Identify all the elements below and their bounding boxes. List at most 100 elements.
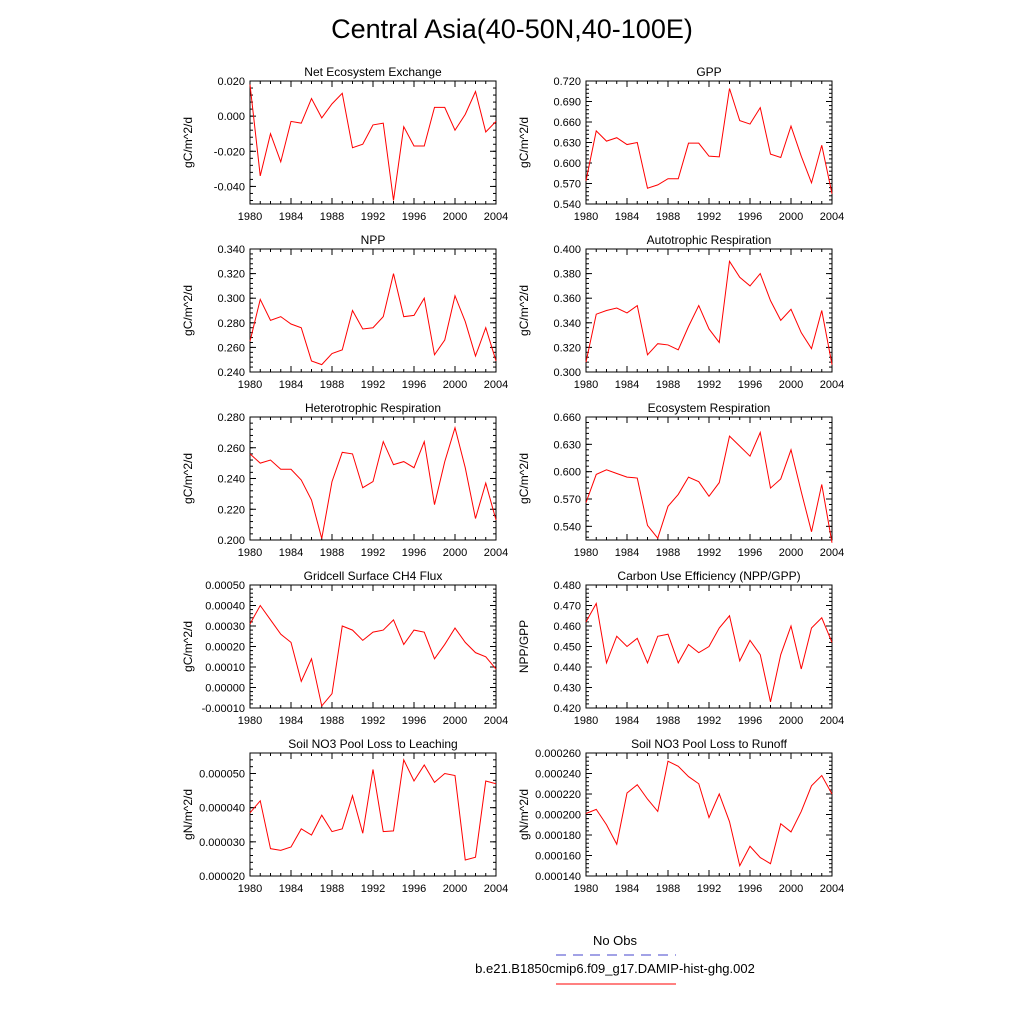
x-tick-label: 2004 <box>820 379 844 391</box>
x-tick-label: 2000 <box>443 883 467 895</box>
x-tick-label: 2004 <box>820 547 844 559</box>
y-tick-label: 0.280 <box>217 412 245 424</box>
chart-panel-7: Carbon Use Efficiency (NPP/GPP) NPP/GPP 19… <box>517 569 844 727</box>
x-tick-label: 1996 <box>402 715 426 727</box>
y-tick-label: 0.00030 <box>205 621 245 633</box>
y-tick-label: 0.660 <box>553 117 581 129</box>
plot-frame <box>249 416 497 541</box>
y-tick-label: 0.460 <box>553 621 581 633</box>
y-tick-label: 0.300 <box>553 367 581 379</box>
plot-frame <box>249 80 497 205</box>
x-tick-label: 1984 <box>615 715 639 727</box>
y-tick-label: 0.000050 <box>199 769 245 781</box>
series-line <box>585 760 833 868</box>
panel-title: Gridcell Surface CH4 Flux <box>304 569 443 583</box>
y-tick-label: 0.340 <box>217 244 245 256</box>
y-tick-label: 0.540 <box>553 521 581 533</box>
y-axis-label: gC/m^2/d <box>181 621 195 672</box>
y-tick-label: 0.690 <box>553 97 581 109</box>
panel-title: Autotrophic Respiration <box>647 233 772 247</box>
x-tick-label: 1996 <box>402 379 426 391</box>
panel-title: Soil NO3 Pool Loss to Leaching <box>288 737 457 751</box>
panel-title: NPP <box>361 233 386 247</box>
y-tick-label: 0.240 <box>217 367 245 379</box>
y-tick-label: 0.000160 <box>535 851 581 863</box>
y-tick-label: 0.000180 <box>535 830 581 842</box>
y-tick-label: 0.000200 <box>535 810 581 822</box>
x-tick-label: 1992 <box>361 379 385 391</box>
x-tick-label: 2000 <box>779 379 803 391</box>
y-axis-label: gC/m^2/d <box>181 285 195 336</box>
y-tick-label: 0.000040 <box>199 803 245 815</box>
y-tick-label: 0.00020 <box>205 642 245 654</box>
x-tick-label: 1996 <box>738 883 762 895</box>
y-tick-label: 0.440 <box>553 662 581 674</box>
x-tick-label: 1988 <box>656 211 680 223</box>
x-tick-label: 1984 <box>615 211 639 223</box>
series-line <box>249 273 497 366</box>
y-tick-label: -0.00010 <box>202 703 245 715</box>
y-tick-label: 0.200 <box>217 535 245 547</box>
x-tick-label: 1996 <box>738 379 762 391</box>
x-tick-label: 2000 <box>779 883 803 895</box>
y-tick-label: 0.00050 <box>205 580 245 592</box>
chart-panel-5: Ecosystem Respiration gC/m^2/d 1980 1984 198… <box>517 401 844 559</box>
x-tick-label: 1980 <box>238 379 262 391</box>
series-line <box>585 430 833 543</box>
plot-frame <box>249 248 497 373</box>
y-tick-label: 0.000030 <box>199 837 245 849</box>
panel-title: Carbon Use Efficiency (NPP/GPP) <box>617 569 800 583</box>
y-tick-label: 0.000240 <box>535 769 581 781</box>
x-tick-label: 1980 <box>238 715 262 727</box>
y-tick-label: 0.220 <box>217 504 245 516</box>
y-tick-label: 0.430 <box>553 683 581 695</box>
x-tick-label: 1996 <box>402 211 426 223</box>
series-line <box>585 601 833 702</box>
y-tick-label: 0.000 <box>217 111 245 123</box>
y-tick-label: 0.300 <box>217 293 245 305</box>
y-tick-label: 0.380 <box>553 269 581 281</box>
series-line <box>249 425 497 539</box>
chart-panel-8: Soil NO3 Pool Loss to Leaching gN/m^2/d 19… <box>181 737 508 895</box>
y-tick-label: 0.480 <box>553 580 581 592</box>
y-tick-label: 0.000220 <box>535 789 581 801</box>
figure-title: Central Asia(40-50N,40-100E) <box>331 14 693 44</box>
y-tick-label: 0.570 <box>553 494 581 506</box>
x-tick-label: 1980 <box>574 883 598 895</box>
y-tick-label: 0.340 <box>553 318 581 330</box>
x-tick-label: 1988 <box>656 883 680 895</box>
x-tick-label: 1992 <box>361 211 385 223</box>
y-tick-label: 0.260 <box>217 443 245 455</box>
y-tick-label: 0.600 <box>553 158 581 170</box>
y-axis-label: gN/m^2/d <box>517 789 531 840</box>
x-tick-label: 1980 <box>238 883 262 895</box>
y-tick-label: 0.540 <box>553 199 581 211</box>
chart-panel-1: GPP gC/m^2/d 1980 1984 1988 1992 1996 2000 2004 0… <box>517 65 844 223</box>
y-tick-label: 0.280 <box>217 318 245 330</box>
y-axis-label: gC/m^2/d <box>517 285 531 336</box>
x-tick-label: 2000 <box>779 211 803 223</box>
y-tick-label: 0.420 <box>553 703 581 715</box>
y-axis-label: gC/m^2/d <box>517 453 531 504</box>
y-axis-label: gC/m^2/d <box>181 117 195 168</box>
x-tick-label: 1984 <box>615 547 639 559</box>
plot-frame <box>249 584 497 709</box>
x-tick-label: 2004 <box>820 883 844 895</box>
x-tick-label: 1996 <box>738 547 762 559</box>
series-line <box>249 84 497 201</box>
panel-title: Soil NO3 Pool Loss to Runoff <box>631 737 788 751</box>
x-tick-label: 1992 <box>361 883 385 895</box>
x-tick-label: 1996 <box>402 883 426 895</box>
x-tick-label: 1984 <box>279 379 303 391</box>
series-line <box>249 604 497 708</box>
y-tick-label: 0.630 <box>553 439 581 451</box>
x-tick-label: 1988 <box>656 715 680 727</box>
x-tick-label: 1988 <box>320 883 344 895</box>
y-tick-label: 0.570 <box>553 179 581 191</box>
x-tick-label: 1984 <box>279 547 303 559</box>
x-tick-label: 1980 <box>574 211 598 223</box>
x-tick-label: 2000 <box>779 715 803 727</box>
chart-panel-9: Soil NO3 Pool Loss to Runoff gN/m^2/d 1980… <box>517 737 844 895</box>
x-tick-label: 1980 <box>574 379 598 391</box>
